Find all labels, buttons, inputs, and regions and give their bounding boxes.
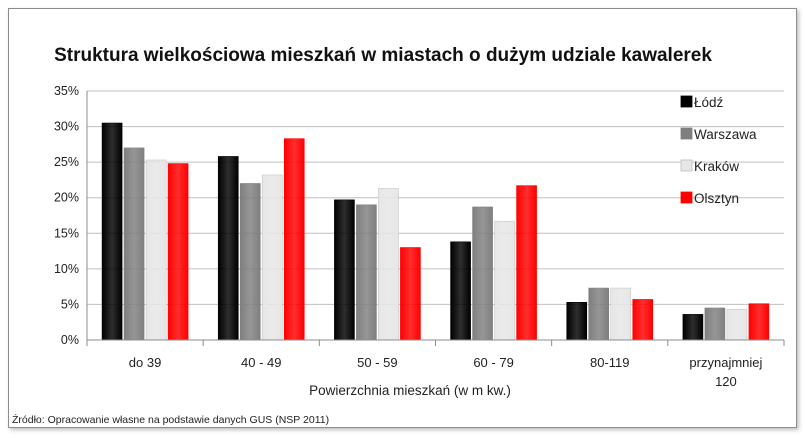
bar-kraków <box>378 188 399 341</box>
bar-olsztyn <box>516 185 537 341</box>
bar-olsztyn <box>748 303 770 341</box>
bar-kraków <box>261 174 283 341</box>
bar-olsztyn <box>283 138 305 341</box>
bar-warszawa <box>588 287 610 341</box>
bar-warszawa <box>704 307 726 341</box>
bar-łódź <box>101 122 123 341</box>
axis-layer: 0% 5% 10% 15% 20% 25% 30% 35% do 39 40 - 49 50 - 5… <box>54 84 785 389</box>
bar-olsztyn <box>632 299 654 341</box>
legend-swatch-kraków <box>680 159 693 172</box>
bar-łódź <box>682 314 704 341</box>
bar-kraków <box>145 159 167 341</box>
bar-olsztyn <box>167 163 189 341</box>
y-tick-label: 10% <box>54 262 79 276</box>
bar-warszawa <box>356 204 377 341</box>
chart-svg: Struktura wielkościowa mieszkań w miasta… <box>12 45 785 426</box>
chart-title: Struktura wielkościowa mieszkań w miasta… <box>54 45 712 66</box>
source-note: Źródło: Opracowanie własne na podstawie … <box>12 413 329 426</box>
legend-label: Kraków <box>694 159 739 174</box>
legend-label: Łódź <box>694 95 724 110</box>
bar-łódź <box>334 199 355 341</box>
legend-label: Warszawa <box>694 127 757 142</box>
bar-kraków <box>494 220 515 341</box>
y-tick-label: 5% <box>61 297 79 311</box>
x-tick-label: do 39 <box>129 355 162 370</box>
bar-warszawa <box>472 206 493 341</box>
legend-label: Olsztyn <box>694 191 739 206</box>
legend-swatch-łódź <box>680 95 693 108</box>
bar-kraków <box>726 309 748 341</box>
bar-warszawa <box>123 147 145 341</box>
bars-layer <box>101 122 770 341</box>
y-tick-label: 0% <box>61 333 79 347</box>
legend-swatch-olsztyn <box>680 191 693 204</box>
chart-frame: Struktura wielkościowa mieszkań w miasta… <box>8 8 797 428</box>
x-tick-label: 50 - 59 <box>357 355 397 370</box>
x-axis-label: Powierzchnia mieszkań (w m kw.) <box>309 383 511 398</box>
y-tick-label: 20% <box>54 191 79 205</box>
x-tick-label: przynajmniej 120 <box>689 355 762 389</box>
bar-kraków <box>610 287 632 341</box>
legend-swatch-warszawa <box>680 127 693 140</box>
legend: Łódź Warszawa Kraków Olsztyn <box>680 95 757 206</box>
y-tick-label: 35% <box>54 84 79 98</box>
x-tick-label: 80-119 <box>590 355 630 370</box>
grid-layer <box>87 90 784 341</box>
bar-łódź <box>566 301 588 341</box>
bar-łódź <box>450 241 471 341</box>
y-tick-label: 15% <box>54 226 79 240</box>
x-tick-label: 40 - 49 <box>241 355 281 370</box>
bar-olsztyn <box>400 247 421 341</box>
bar-łódź <box>217 156 239 341</box>
bar-warszawa <box>239 183 261 341</box>
x-tick-label: 60 - 79 <box>473 355 513 370</box>
y-tick-label: 30% <box>54 120 79 134</box>
y-tick-label: 25% <box>54 155 79 169</box>
